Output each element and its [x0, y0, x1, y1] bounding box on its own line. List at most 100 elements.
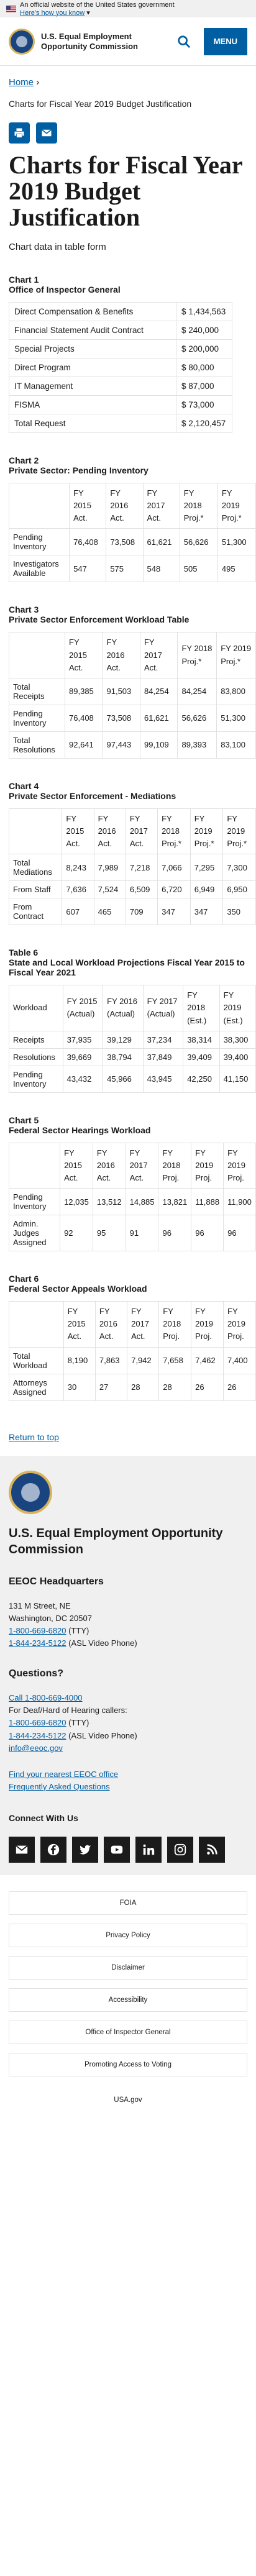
- search-button[interactable]: [170, 28, 198, 55]
- table-row: Direct Compensation & Benefits $ 1,434,56…: [9, 302, 232, 321]
- table-cell: $ 240,000: [176, 321, 232, 340]
- faq-link[interactable]: Frequently Asked Questions: [9, 1781, 110, 1791]
- chart6-section: Chart 6 Federal Sector Appeals Workload …: [0, 1274, 256, 1401]
- find-office-link[interactable]: Find your nearest EEOC office: [9, 1769, 119, 1779]
- table-row-label: Direct Program: [9, 358, 176, 377]
- table-header-cell: FY 2015 (Actual): [62, 985, 104, 1031]
- email-link[interactable]: info@eeoc.gov: [9, 1743, 63, 1753]
- table-cell: 37,849: [142, 1048, 184, 1066]
- table-cell: 97,443: [102, 731, 140, 759]
- menu-button[interactable]: MENU: [203, 27, 247, 55]
- table-row-label: Admin. Judges Assigned: [9, 1215, 61, 1252]
- connect-heading: Connect With Us: [9, 1813, 78, 1824]
- breadcrumb-home-link[interactable]: Home: [9, 77, 34, 88]
- chart6-subtitle: Federal Sector Appeals Workload: [9, 1284, 147, 1294]
- table-cell: 7,066: [157, 854, 191, 882]
- facebook-button[interactable]: [40, 1837, 66, 1863]
- chart2-table: FY 2015 Act. FY 2016 Act. FY 2017 Act. FY 2…: [9, 483, 256, 583]
- table-cell: 350: [222, 898, 256, 926]
- table-row: Total Request $ 2,120,457: [9, 414, 232, 433]
- table-header-cell: FY 2016 Act.: [102, 632, 140, 678]
- table-row-label: Receipts: [9, 1030, 63, 1049]
- table-row: Admin. Judges Assigned 92 95 91 96 96 96: [9, 1215, 256, 1252]
- social-links: [9, 1837, 247, 1863]
- footer-link[interactable]: FOIA: [9, 1891, 247, 1916]
- instagram-button[interactable]: [167, 1837, 193, 1863]
- table-cell: 495: [217, 555, 256, 583]
- footer-link[interactable]: Accessibility: [9, 1988, 247, 2012]
- table-cell: 91,503: [102, 677, 140, 705]
- linkedin-button[interactable]: [135, 1837, 162, 1863]
- footer-link[interactable]: Disclaimer: [9, 1956, 247, 1980]
- chart2-section: Chart 2 Private Sector: Pending Inventor…: [0, 455, 256, 583]
- table-row-label: Financial Statement Audit Contract: [9, 321, 176, 340]
- twitter-button[interactable]: [72, 1837, 98, 1863]
- table-cell: 92: [60, 1215, 93, 1252]
- table-row-label: Total Resolutions: [9, 731, 66, 759]
- table-cell: 73,508: [102, 704, 140, 732]
- twitter-icon: [79, 1845, 91, 1855]
- email-social-button[interactable]: [9, 1837, 35, 1863]
- call-link[interactable]: Call 1-800-669-4000: [9, 1693, 83, 1703]
- table-row: Resolutions 39,669 38,794 37,849 39,409 39,40…: [9, 1048, 256, 1066]
- table-cell: 11,900: [223, 1188, 256, 1216]
- chart4-subtitle: Private Sector Enforcement - Mediations: [9, 790, 176, 801]
- table-cell: 6,720: [157, 880, 191, 899]
- chart5-section: Chart 5 Federal Sector Hearings Workload…: [0, 1115, 256, 1252]
- table-header-cell: FY 2018 Proj.*: [179, 483, 218, 529]
- footer-link[interactable]: Privacy Policy: [9, 1924, 247, 1948]
- return-to-top-link[interactable]: Return to top: [9, 1432, 59, 1442]
- table-header-cell: FY 2018 Proj.: [158, 1142, 192, 1189]
- rss-icon: [207, 1844, 217, 1855]
- table-cell: 607: [62, 898, 94, 926]
- usagov-link[interactable]: USA.gov: [114, 2096, 142, 2104]
- hq-heading: EEOC Headquarters: [9, 1576, 104, 1587]
- table-header-cell: FY 2019 Proj.*: [222, 808, 256, 855]
- table-cell: 39,129: [103, 1030, 144, 1049]
- how-you-know-link[interactable]: Here's how you know: [20, 9, 85, 17]
- table-header-cell: FY 2015 Act.: [62, 808, 94, 855]
- table-header-cell: FY 2019 Proj.: [191, 1301, 224, 1348]
- table-cell: 42,250: [183, 1065, 220, 1093]
- chart1-subtitle: Office of Inspector General: [9, 285, 121, 295]
- phone-tty-link-2[interactable]: 1-800-669-6820: [9, 1718, 66, 1728]
- table-row: From Staff 7,636 7,524 6,509 6,720 6,949 6,950: [9, 880, 256, 899]
- rss-button[interactable]: [199, 1837, 225, 1863]
- phone-asl-link-2[interactable]: 1-844-234-5122: [9, 1730, 66, 1740]
- table-cell: 28: [158, 1373, 192, 1401]
- table-cell: 26: [191, 1373, 224, 1401]
- chart3-subtitle: Private Sector Enforcement Workload Tabl…: [9, 614, 190, 625]
- table-header-row: FY 2015 Act. FY 2016 Act. FY 2017 Act. FY 2…: [9, 632, 256, 678]
- youtube-button[interactable]: [104, 1837, 130, 1863]
- table-cell: 38,794: [103, 1048, 144, 1066]
- page-intro: Chart data in table form: [9, 242, 106, 252]
- phone-asl-link[interactable]: 1-844-234-5122: [9, 1638, 66, 1648]
- chart2-label: Chart 2: [9, 455, 39, 465]
- print-icon: [14, 128, 24, 138]
- table-row-label: Pending Inventory: [9, 1065, 63, 1093]
- table-cell: 96: [191, 1215, 224, 1252]
- table-row-label: Special Projects: [9, 339, 176, 359]
- table-header-row: Workload FY 2015 (Actual) FY 2016 (Actual)…: [9, 985, 256, 1031]
- print-button[interactable]: [9, 122, 30, 144]
- table-row-label: Total Receipts: [9, 677, 66, 705]
- table-cell: 7,300: [222, 854, 256, 882]
- table-row: Pending Inventory 43,432 45,966 43,945 42,25…: [9, 1065, 256, 1093]
- table-header-cell: FY 2019 Proj.: [191, 1142, 224, 1189]
- phone-tty-link[interactable]: 1-800-669-6820: [9, 1625, 66, 1635]
- table-cell: 45,966: [103, 1065, 144, 1093]
- chart2-subtitle: Private Sector: Pending Inventory: [9, 465, 149, 475]
- site-logo[interactable]: U.S. Equal Employment Opportunity Commis…: [41, 31, 138, 51]
- table-cell: 14,885: [125, 1188, 159, 1216]
- table-cell: 73,508: [106, 528, 144, 556]
- table-cell: $ 1,434,563: [176, 302, 232, 321]
- footer-link[interactable]: Promoting Access to Voting: [9, 2053, 247, 2077]
- table-header-cell: FY 2019 Proj.*: [217, 483, 256, 529]
- table-header-row: FY 2015 Act. FY 2016 Act. FY 2017 Act. FY 2…: [9, 1301, 256, 1348]
- footer-link[interactable]: Office of Inspector General: [9, 2021, 247, 2045]
- chart1-table: Direct Compensation & Benefits $ 1,434,56…: [9, 302, 232, 433]
- email-share-button[interactable]: [36, 122, 57, 144]
- table-cell: 7,863: [94, 1346, 128, 1374]
- chart3-section: Chart 3 Private Sector Enforcement Workl…: [0, 605, 256, 759]
- table-header-cell: FY 2015 Act.: [65, 632, 103, 678]
